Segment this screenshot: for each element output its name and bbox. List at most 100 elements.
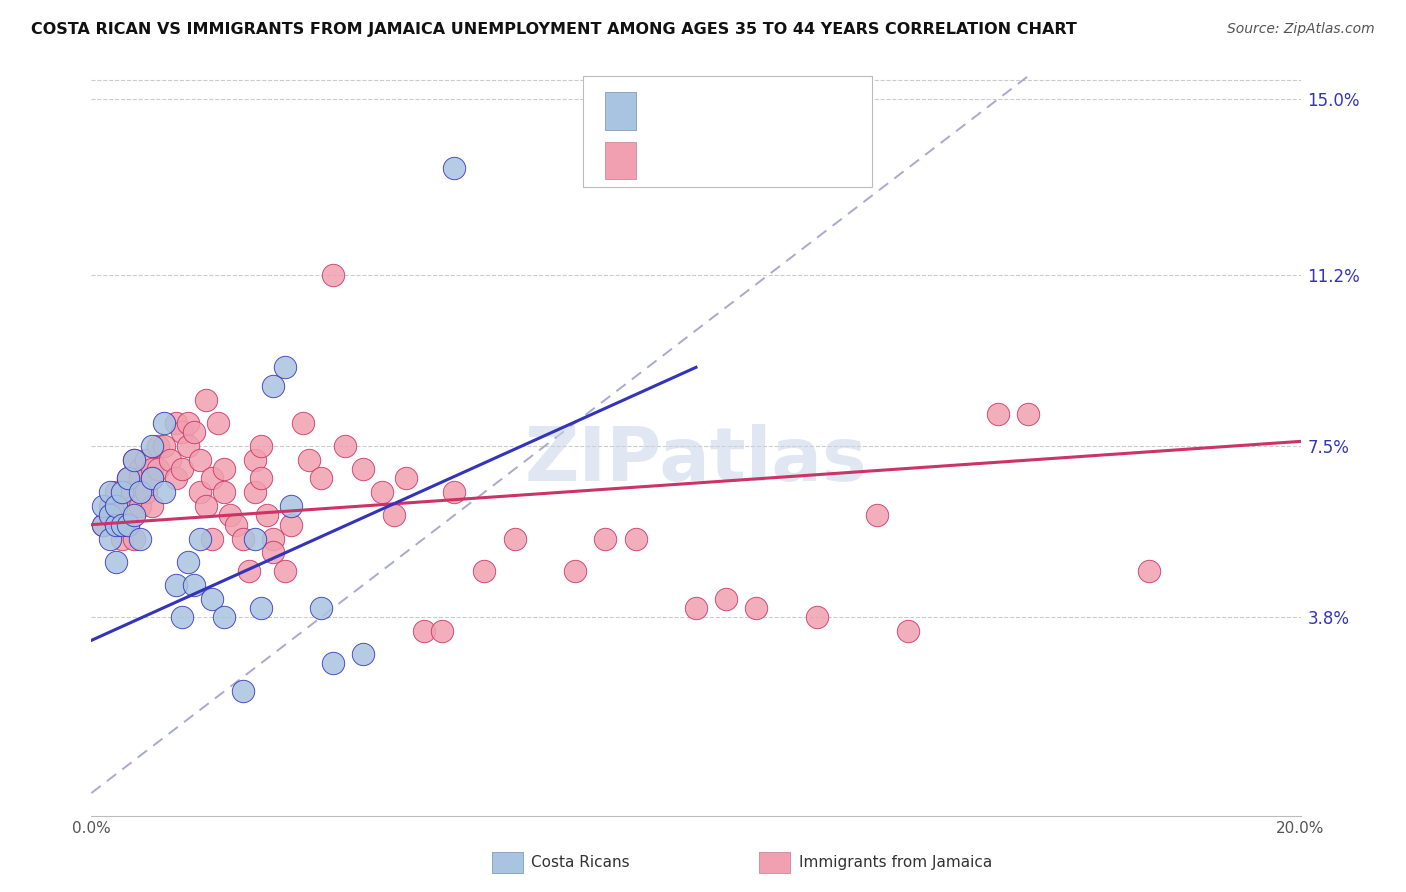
Point [382, 508, 405, 523]
Point [128, 471, 150, 485]
Point [172, 610, 194, 624]
Point [249, 471, 271, 485]
Point [188, 453, 211, 467]
Point [214, 485, 236, 500]
Point [128, 499, 150, 513]
Point [370, 485, 392, 500]
Point [128, 462, 150, 476]
Point [188, 485, 211, 500]
Point [135, 485, 157, 500]
Point [122, 508, 145, 523]
Point [214, 610, 236, 624]
Point [135, 453, 157, 467]
Point [219, 508, 242, 523]
Point [201, 591, 224, 606]
Point [141, 499, 163, 513]
Text: 0.449: 0.449 [678, 103, 728, 119]
Text: N =: N = [745, 103, 782, 119]
Point [443, 161, 465, 176]
Point [309, 601, 332, 615]
Point [111, 532, 132, 546]
Point [238, 564, 260, 578]
Point [122, 532, 145, 546]
Point [135, 485, 157, 500]
Point [472, 564, 495, 578]
Point [987, 407, 1010, 421]
Point [280, 517, 302, 532]
Point [322, 268, 344, 282]
Point [111, 517, 132, 532]
Point [231, 684, 253, 698]
Point [104, 499, 127, 513]
Point [117, 517, 139, 532]
Point [93, 499, 115, 513]
Text: 82: 82 [782, 153, 804, 168]
Text: 0.241: 0.241 [678, 153, 728, 168]
Point [111, 485, 132, 500]
Point [177, 439, 200, 453]
Point [280, 499, 302, 513]
Point [292, 416, 315, 430]
Point [564, 564, 586, 578]
Point [93, 517, 115, 532]
Point [1139, 564, 1161, 578]
Point [117, 517, 139, 532]
Point [274, 360, 297, 375]
Point [172, 462, 194, 476]
Text: 37: 37 [782, 103, 804, 119]
Point [146, 462, 169, 476]
Point [195, 499, 218, 513]
Point [595, 532, 617, 546]
Point [122, 453, 145, 467]
Text: Source: ZipAtlas.com: Source: ZipAtlas.com [1227, 22, 1375, 37]
Point [201, 471, 224, 485]
Point [214, 462, 236, 476]
Point [262, 379, 284, 393]
Point [231, 532, 253, 546]
Point [443, 485, 465, 500]
Point [352, 647, 374, 661]
Point [249, 601, 271, 615]
Point [146, 439, 169, 453]
Point [225, 517, 247, 532]
Point [243, 485, 266, 500]
Point [243, 453, 266, 467]
Point [249, 439, 271, 453]
Point [104, 517, 127, 532]
Point [274, 564, 297, 578]
Point [98, 532, 121, 546]
Point [413, 624, 436, 639]
Point [165, 471, 187, 485]
Point [93, 517, 115, 532]
Text: Costa Ricans: Costa Ricans [531, 855, 630, 870]
Point [177, 416, 200, 430]
Point [104, 517, 127, 532]
Point [201, 532, 224, 546]
Point [111, 494, 132, 508]
Point [122, 453, 145, 467]
Point [117, 471, 139, 485]
Point [141, 471, 163, 485]
Point [1018, 407, 1040, 421]
Point [98, 508, 121, 523]
Point [128, 485, 150, 500]
Point [117, 471, 139, 485]
Point [745, 601, 768, 615]
Point [183, 425, 205, 439]
Point [714, 591, 737, 606]
Point [98, 499, 121, 513]
Point [322, 657, 344, 671]
Point [866, 508, 889, 523]
Point [335, 439, 357, 453]
Point [352, 462, 374, 476]
Text: R =: R = [644, 103, 679, 119]
Point [98, 508, 121, 523]
Point [141, 462, 163, 476]
Point [503, 532, 526, 546]
Point [207, 416, 229, 430]
Point [195, 392, 218, 407]
Point [165, 416, 187, 430]
Point [159, 453, 181, 467]
Point [262, 545, 284, 559]
Point [685, 601, 707, 615]
